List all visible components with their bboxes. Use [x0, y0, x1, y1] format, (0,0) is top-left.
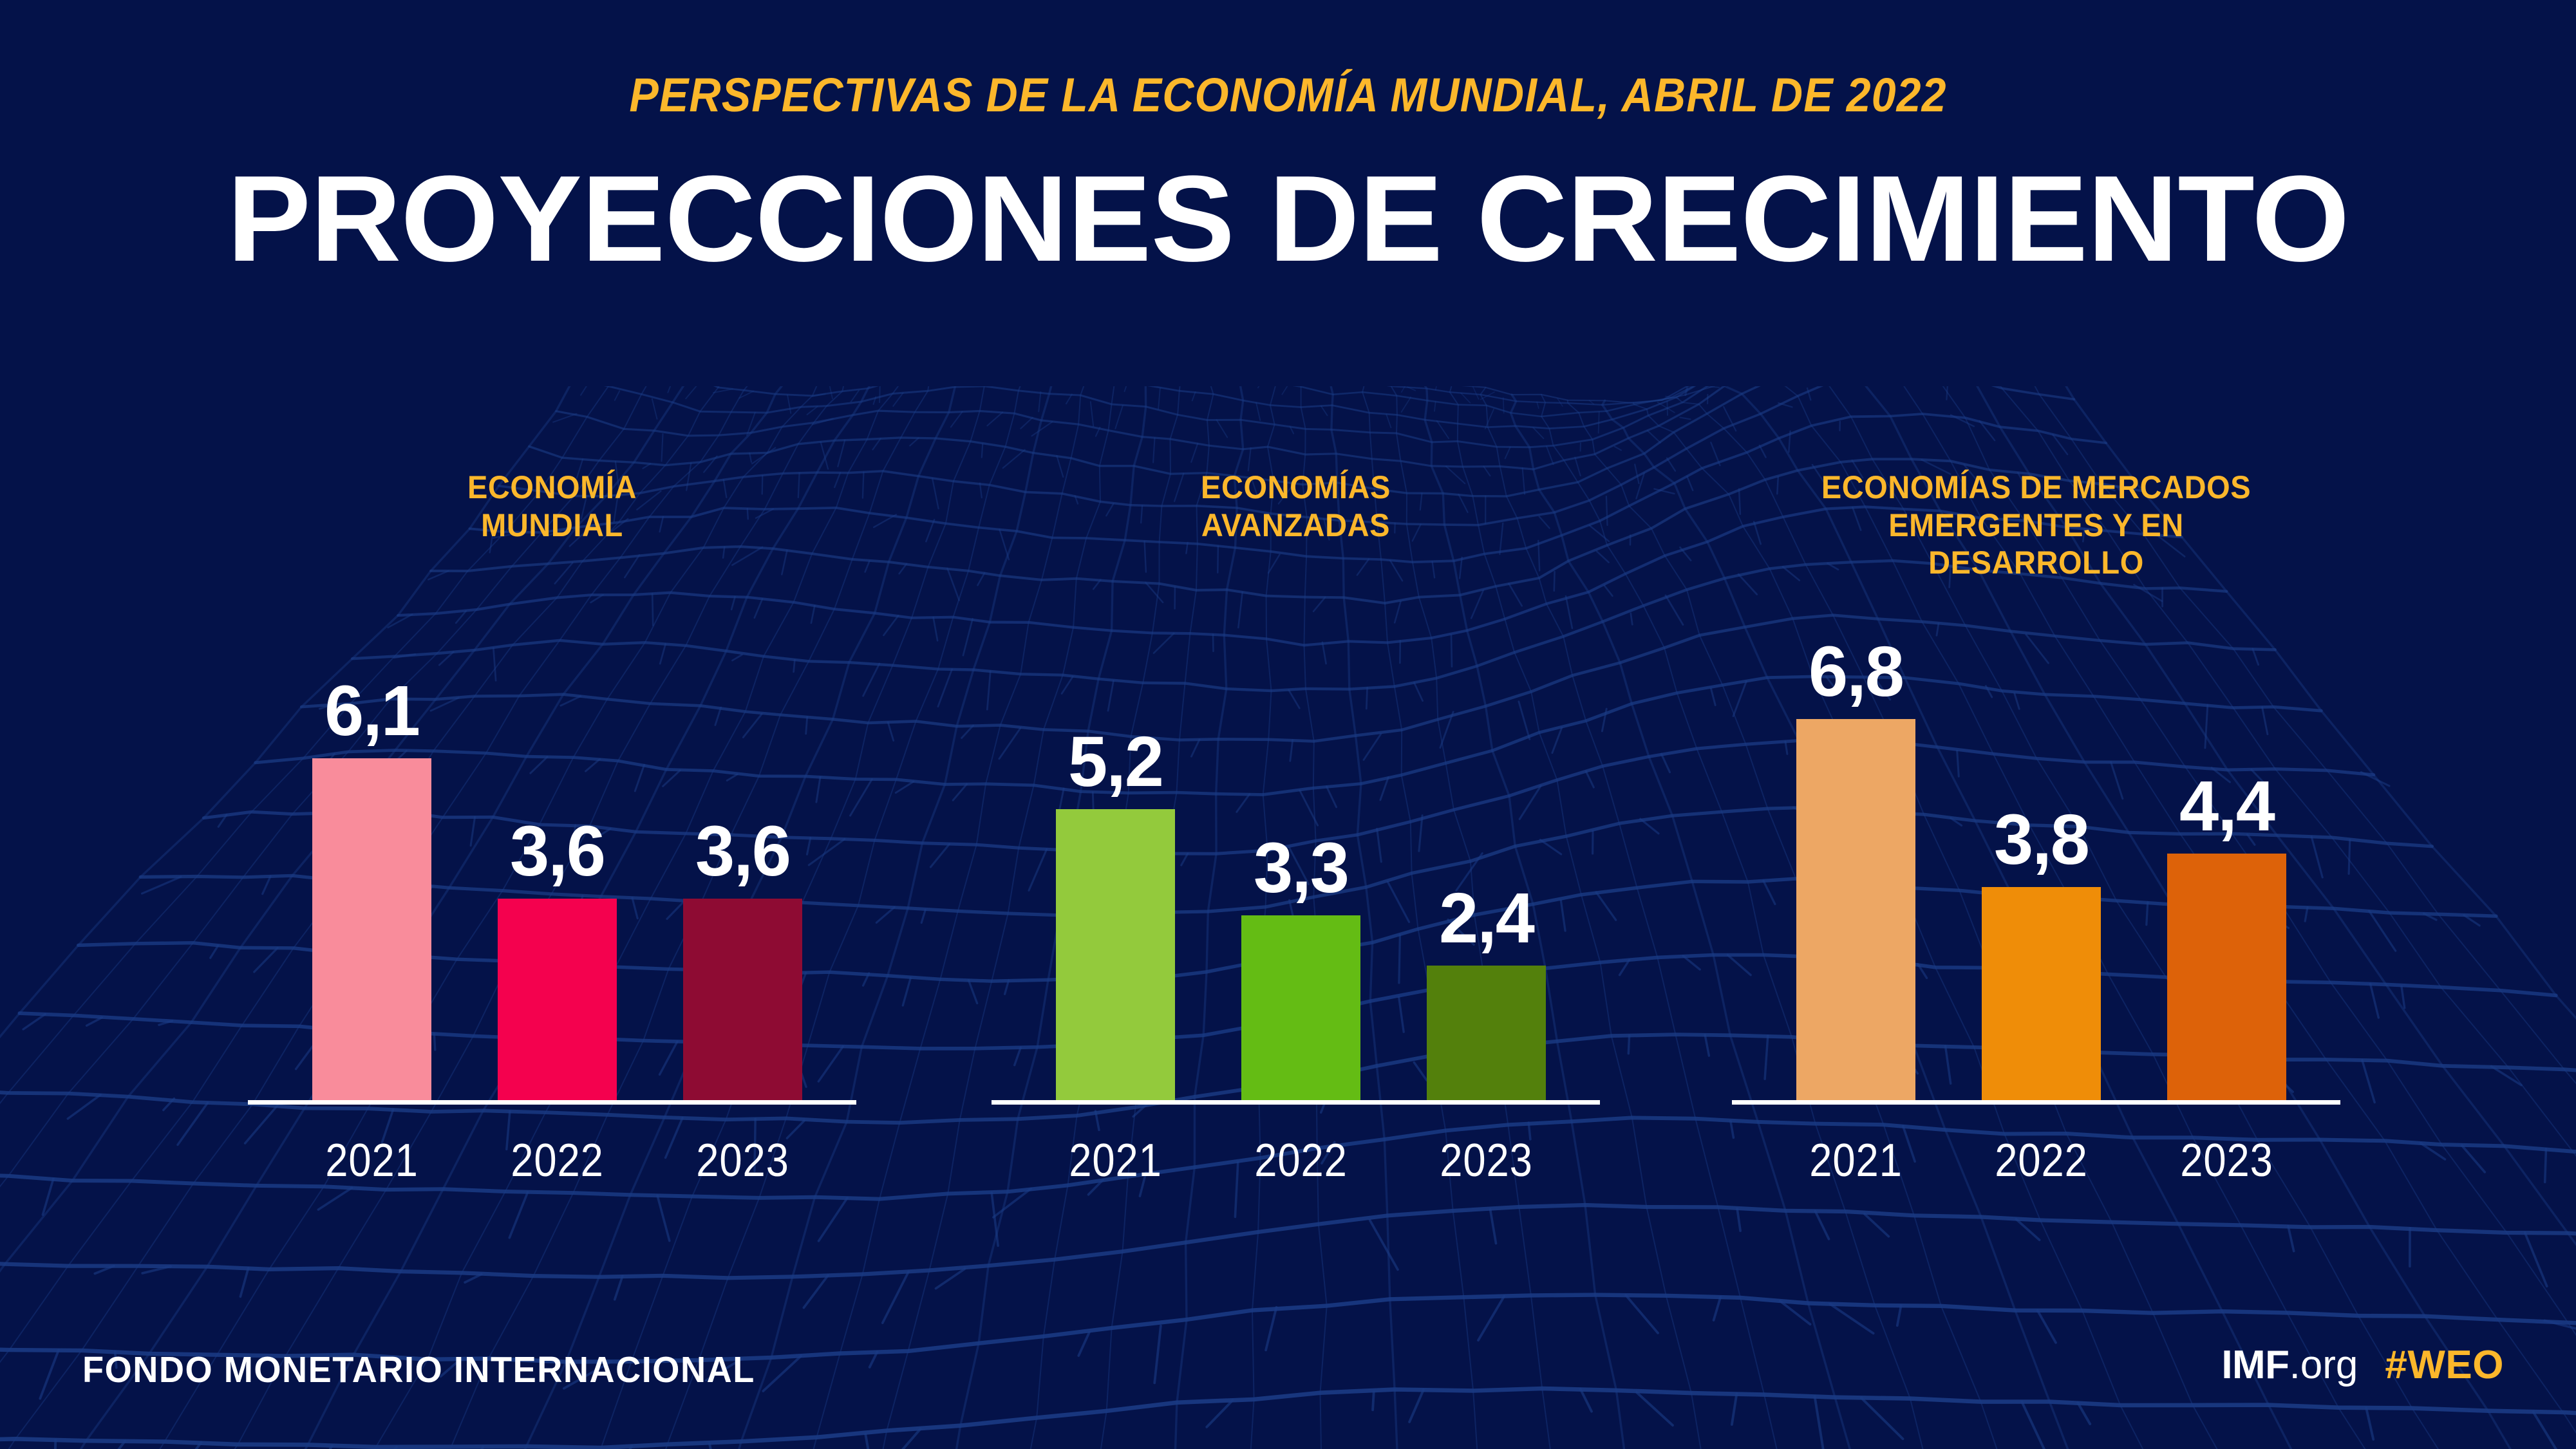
- chart-group-3: ECONOMÍAS DE MERCADOS EMERGENTES Y EN DESA…: [1732, 0, 2340, 1449]
- value-label-2022: 3,8: [1994, 800, 2090, 879]
- value-label-2023: 3,6: [695, 812, 791, 891]
- chart-group-1-plot: 6,1 2021 3,6 2022 3,6 2023: [248, 0, 856, 1449]
- value-label-2023: 2,4: [1439, 879, 1535, 958]
- x-axis-label-2022: 2022: [511, 1135, 604, 1186]
- value-label-2021: 6,1: [324, 671, 420, 751]
- chart-group-3-baseline: [1732, 1100, 2340, 1105]
- x-axis-label-2023: 2023: [2180, 1135, 2273, 1186]
- footer-links: IMF.org #WEO: [2221, 1345, 2504, 1385]
- value-label-2021: 5,2: [1068, 722, 1164, 801]
- header-band: PERSPECTIVAS DE LA ECONOMÍA MUNDIAL, ABR…: [0, 0, 2576, 386]
- report-subtitle: PERSPECTIVAS DE LA ECONOMÍA MUNDIAL, ABR…: [103, 68, 2473, 122]
- x-axis-label-2023: 2023: [1440, 1135, 1533, 1186]
- chart-group-3-plot: 6,8 2021 3,8 2022 4,4 2023: [1732, 0, 2340, 1449]
- chart-group-1-title-line: ECONOMÍA: [467, 469, 637, 505]
- imf-brand[interactable]: IMF: [2221, 1343, 2289, 1387]
- x-axis-label-2022: 2022: [1995, 1135, 2088, 1186]
- value-label-2023: 4,4: [2179, 767, 2275, 846]
- chart-group-3-title-line: ECONOMÍAS DE MERCADOS: [1821, 469, 2252, 505]
- chart-group-2-baseline: [992, 1100, 1600, 1105]
- x-axis-label-2021: 2021: [1809, 1135, 1903, 1186]
- bar-2021: [1796, 719, 1915, 1100]
- bar-2021: [312, 758, 431, 1100]
- chart-group-2-title: ECONOMÍAS AVANZADAS: [1010, 469, 1581, 544]
- weo-hashtag[interactable]: #WEO: [2385, 1343, 2504, 1387]
- chart-group-2-title-line: AVANZADAS: [1201, 507, 1391, 543]
- x-axis-label-2021: 2021: [1069, 1135, 1162, 1186]
- value-label-2022: 3,3: [1254, 828, 1349, 908]
- bar-2023: [1427, 966, 1546, 1100]
- chart-group-1: ECONOMÍA MUNDIAL 6,1 2021 3,6 2022 3,6 2023: [248, 0, 856, 1449]
- imf-tld[interactable]: .org: [2289, 1343, 2358, 1387]
- bar-2022: [498, 899, 617, 1100]
- x-axis-label-2021: 2021: [325, 1135, 418, 1186]
- chart-group-1-title: ECONOMÍA MUNDIAL: [266, 469, 838, 544]
- bar-2022: [1982, 887, 2101, 1100]
- chart-group-1-title-line: MUNDIAL: [481, 507, 623, 543]
- subtitle-lead: PERSPECTIVAS DE LA ECONOMÍA MUNDIAL,: [629, 68, 1611, 122]
- x-axis-label-2022: 2022: [1254, 1135, 1348, 1186]
- value-label-2022: 3,6: [510, 812, 606, 891]
- chart-group-3-title-line: EMERGENTES Y EN: [1888, 507, 2184, 543]
- chart-group-1-baseline: [248, 1100, 856, 1105]
- chart-group-2-title-line: ECONOMÍAS: [1201, 469, 1391, 505]
- chart-group-3-title: ECONOMÍAS DE MERCADOS EMERGENTES Y EN DESA…: [1750, 469, 2322, 582]
- page-title: PROYECCIONES DE CRECIMIENTO: [227, 151, 2350, 287]
- chart-group-2-plot: 5,2 2021 3,3 2022 2,4 2023: [992, 0, 1600, 1449]
- value-label-2021: 6,8: [1809, 632, 1904, 711]
- organization-name: FONDO MONETARIO INTERNACIONAL: [82, 1349, 755, 1390]
- subtitle-tail: ABRIL DE 2022: [1610, 68, 1947, 122]
- bar-2023: [683, 899, 802, 1100]
- bar-2021: [1056, 809, 1175, 1100]
- bar-2022: [1241, 915, 1360, 1100]
- bar-2023: [2167, 854, 2286, 1100]
- chart-group-2: ECONOMÍAS AVANZADAS 5,2 2021 3,3 2022 2,4 2023: [992, 0, 1600, 1449]
- x-axis-label-2023: 2023: [696, 1135, 789, 1186]
- chart-group-3-title-line: DESARROLLO: [1928, 545, 2144, 581]
